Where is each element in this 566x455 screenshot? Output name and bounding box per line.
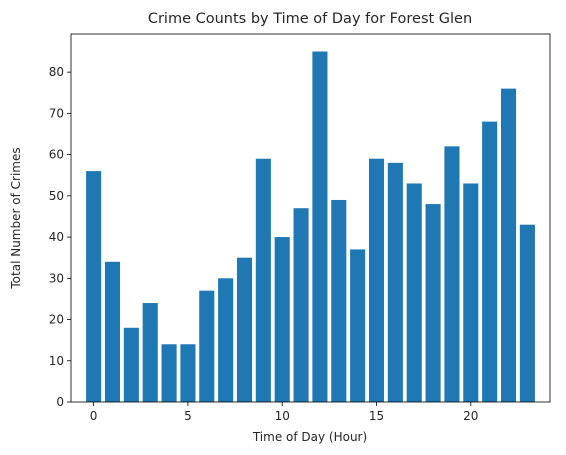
bar-hour-0 xyxy=(86,171,102,402)
y-axis-label: Total Number of Crimes xyxy=(9,147,23,289)
x-tick-label: 0 xyxy=(90,409,98,423)
x-axis-label: Time of Day (Hour) xyxy=(252,430,367,444)
bar-hour-8 xyxy=(236,257,253,402)
y-tick-label: 70 xyxy=(49,106,64,120)
bar-hour-9 xyxy=(255,158,271,402)
chart-title: Crime Counts by Time of Day for Forest G… xyxy=(148,11,472,27)
y-tick-label: 80 xyxy=(49,65,64,79)
x-tick-label: 20 xyxy=(463,409,478,423)
bar-hour-14 xyxy=(350,249,366,402)
bar-hour-3 xyxy=(142,303,158,402)
y-tick-label: 40 xyxy=(49,230,64,244)
bar-hour-2 xyxy=(123,327,139,402)
bar-hour-20 xyxy=(463,183,479,402)
bar-hour-1 xyxy=(104,261,121,402)
x-tick-label: 15 xyxy=(369,409,384,423)
bar-hour-16 xyxy=(387,162,403,402)
bar-hour-12 xyxy=(312,51,328,403)
bar-hour-13 xyxy=(331,199,347,402)
y-tick-label: 20 xyxy=(49,313,64,327)
y-tick-label: 60 xyxy=(49,148,64,162)
bar-hour-6 xyxy=(199,290,215,402)
bar-hour-23 xyxy=(519,224,535,402)
x-tick-label: 10 xyxy=(275,409,290,423)
y-axis-ticks: 0 10 20 30 40 50 60 70 80 xyxy=(49,65,71,409)
bar-hour-22 xyxy=(500,88,517,402)
plot-frame xyxy=(70,33,551,403)
bar-hour-10 xyxy=(274,237,290,402)
y-tick-label: 30 xyxy=(49,271,64,285)
bar-hour-7 xyxy=(218,278,234,402)
bar-hour-18 xyxy=(425,204,441,402)
x-axis-ticks: 0 5 10 15 20 xyxy=(90,402,478,423)
x-tick-label: 5 xyxy=(184,409,192,423)
bar-hour-11 xyxy=(293,208,309,402)
bar-hour-17 xyxy=(406,183,422,402)
bar-hour-19 xyxy=(444,146,460,402)
bars-group xyxy=(86,51,535,403)
bar-hour-4 xyxy=(161,344,177,402)
y-tick-label: 0 xyxy=(56,395,64,409)
y-tick-label: 10 xyxy=(49,354,64,368)
y-tick-label: 50 xyxy=(49,189,64,203)
bar-hour-15 xyxy=(368,158,385,402)
bar-hour-21 xyxy=(482,121,498,402)
bar-hour-5 xyxy=(180,344,196,402)
